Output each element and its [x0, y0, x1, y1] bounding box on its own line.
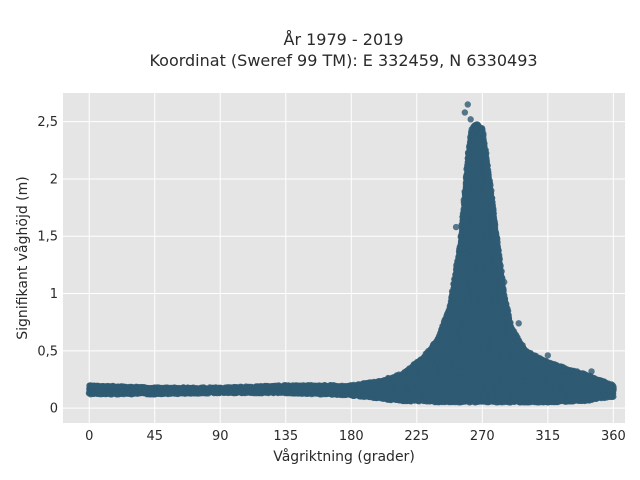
chart-title-line2: Koordinat (Sweref 99 TM): E 332459, N 63…: [149, 51, 537, 70]
chart-title-line1: År 1979 - 2019: [284, 30, 404, 49]
data-points: [85, 101, 617, 406]
